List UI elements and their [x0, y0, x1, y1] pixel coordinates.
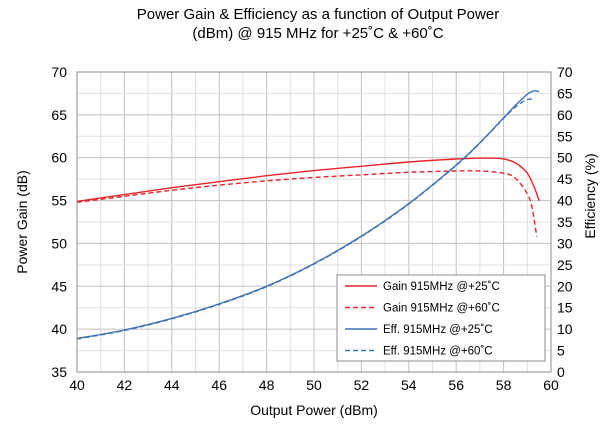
y2-tick-label: 50 [557, 150, 573, 166]
plot-frame [76, 71, 552, 373]
legend-label-1: Gain 915MHz @+60˚C [383, 303, 500, 315]
x-tick-label: 52 [354, 377, 370, 393]
x-tick-label: 60 [543, 377, 559, 393]
x-tick-label: 42 [117, 377, 133, 393]
y-tick-label: 60 [51, 150, 67, 166]
y-tick-label: 40 [51, 321, 67, 337]
y-tick-label: 45 [51, 278, 67, 294]
y-tick-label: 35 [51, 364, 67, 380]
chart-title: Power Gain & Efficiency as a function of… [137, 6, 499, 23]
y2-tick-label: 20 [557, 278, 573, 294]
y-axis-label: Power Gain (dB) [14, 170, 30, 273]
y-tick-label: 55 [51, 193, 67, 209]
y-tick-label: 65 [51, 107, 67, 123]
legend-box [336, 274, 546, 362]
series-line-0 [76, 157, 540, 203]
series-line-1 [76, 170, 538, 237]
legend-label-2: Eff. 915MHz @+25˚C [383, 324, 493, 336]
legend-label-3: Eff. 915MHz @+60˚C [383, 346, 493, 358]
y2-tick-label: 40 [557, 193, 573, 209]
tick-layer: 40 42 44 46 48 50 52 54 56 58 60354045505560657005… [51, 64, 572, 393]
y2-tick-label: 5 [557, 343, 565, 359]
y2-tick-label: 35 [557, 214, 573, 230]
legend-label-0: Gain 915MHz @+25˚C [383, 281, 500, 293]
y2-tick-label: 60 [557, 107, 573, 123]
y-tick-label: 50 [51, 235, 67, 251]
y2-tick-label: 0 [557, 364, 565, 380]
y2-tick-label: 70 [557, 64, 573, 80]
y2-tick-label: 45 [557, 171, 573, 187]
x-tick-label: 48 [259, 377, 275, 393]
y2-tick-label: 30 [557, 235, 573, 251]
y2-tick-label: 15 [557, 300, 573, 316]
series-line-3 [76, 98, 535, 340]
x-axis-label: Output Power (dBm) [250, 402, 378, 418]
x-tick-label: 44 [164, 377, 180, 393]
series-layer [76, 90, 540, 340]
y2-tick-label: 25 [557, 257, 573, 273]
x-tick-label: 58 [496, 377, 512, 393]
y-tick-label: 70 [51, 64, 67, 80]
x-tick-label: 40 [69, 377, 85, 393]
y2-tick-label: 10 [557, 321, 573, 337]
x-tick-label: 46 [211, 377, 227, 393]
y2-tick-label: 65 [557, 85, 573, 101]
y2-tick-label: 55 [557, 128, 573, 144]
x-tick-label: 54 [401, 377, 417, 393]
legend-items: Gain 915MHz @+25˚C Gain 915MHz @+60˚C Eff.… [345, 281, 500, 358]
x-tick-label: 50 [306, 377, 322, 393]
x-tick-label: 56 [448, 377, 464, 393]
y2-axis-label: Efficiency (%) [582, 153, 598, 238]
chart-subtitle: (dBm) @ 915 MHz for +25˚C & +60˚C [192, 25, 443, 42]
legend: Gain 915MHz @+25˚C Gain 915MHz @+60˚C Eff.… [336, 274, 546, 362]
